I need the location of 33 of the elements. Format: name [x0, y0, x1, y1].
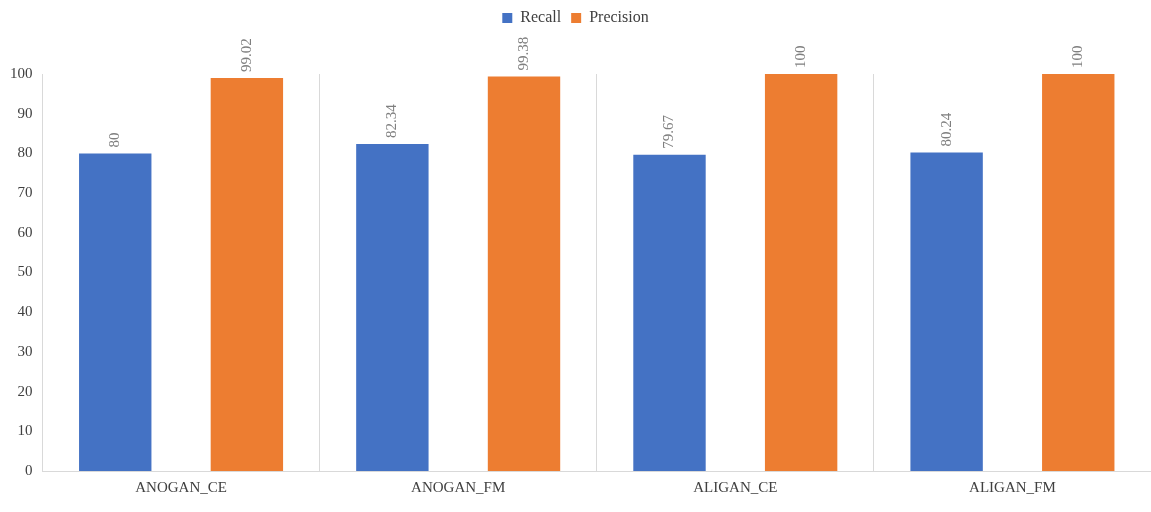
bar — [764, 74, 838, 471]
bar — [633, 154, 706, 471]
bar — [487, 76, 561, 471]
data-label: 99.38 — [514, 36, 531, 71]
y-tick-label: 10 — [17, 422, 33, 439]
data-label: 80.24 — [937, 112, 954, 147]
bar — [210, 77, 284, 471]
data-label: 82.34 — [383, 103, 400, 139]
x-tick-label: ANOGAN_FM — [411, 478, 506, 495]
legend-label: Precision — [589, 8, 649, 26]
y-tick-label: 60 — [17, 223, 33, 240]
legend-label: Recall — [520, 8, 562, 26]
data-label: 100 — [792, 45, 809, 68]
y-tick-label: 80 — [17, 144, 33, 161]
y-tick-label: 50 — [17, 263, 33, 280]
y-tick-label: 90 — [17, 104, 33, 121]
y-tick-label: 70 — [17, 184, 33, 201]
data-label: 80 — [106, 132, 123, 148]
x-tick-label: ALIGAN_CE — [693, 478, 778, 495]
y-tick-label: 0 — [25, 461, 33, 478]
x-tick-label: ALIGAN_FM — [969, 478, 1056, 495]
y-tick-label: 40 — [17, 303, 33, 320]
bar — [356, 144, 429, 471]
y-tick-label: 20 — [17, 382, 33, 399]
bar — [910, 152, 983, 471]
data-label: 79.67 — [660, 114, 677, 149]
x-tick-label: ANOGAN_CE — [135, 478, 227, 495]
bar — [1042, 74, 1115, 471]
data-label: 99.02 — [237, 38, 254, 72]
data-label: 100 — [1069, 45, 1086, 68]
y-tick-label: 30 — [17, 342, 33, 359]
bar — [79, 153, 152, 471]
y-tick-label: 100 — [10, 64, 33, 81]
